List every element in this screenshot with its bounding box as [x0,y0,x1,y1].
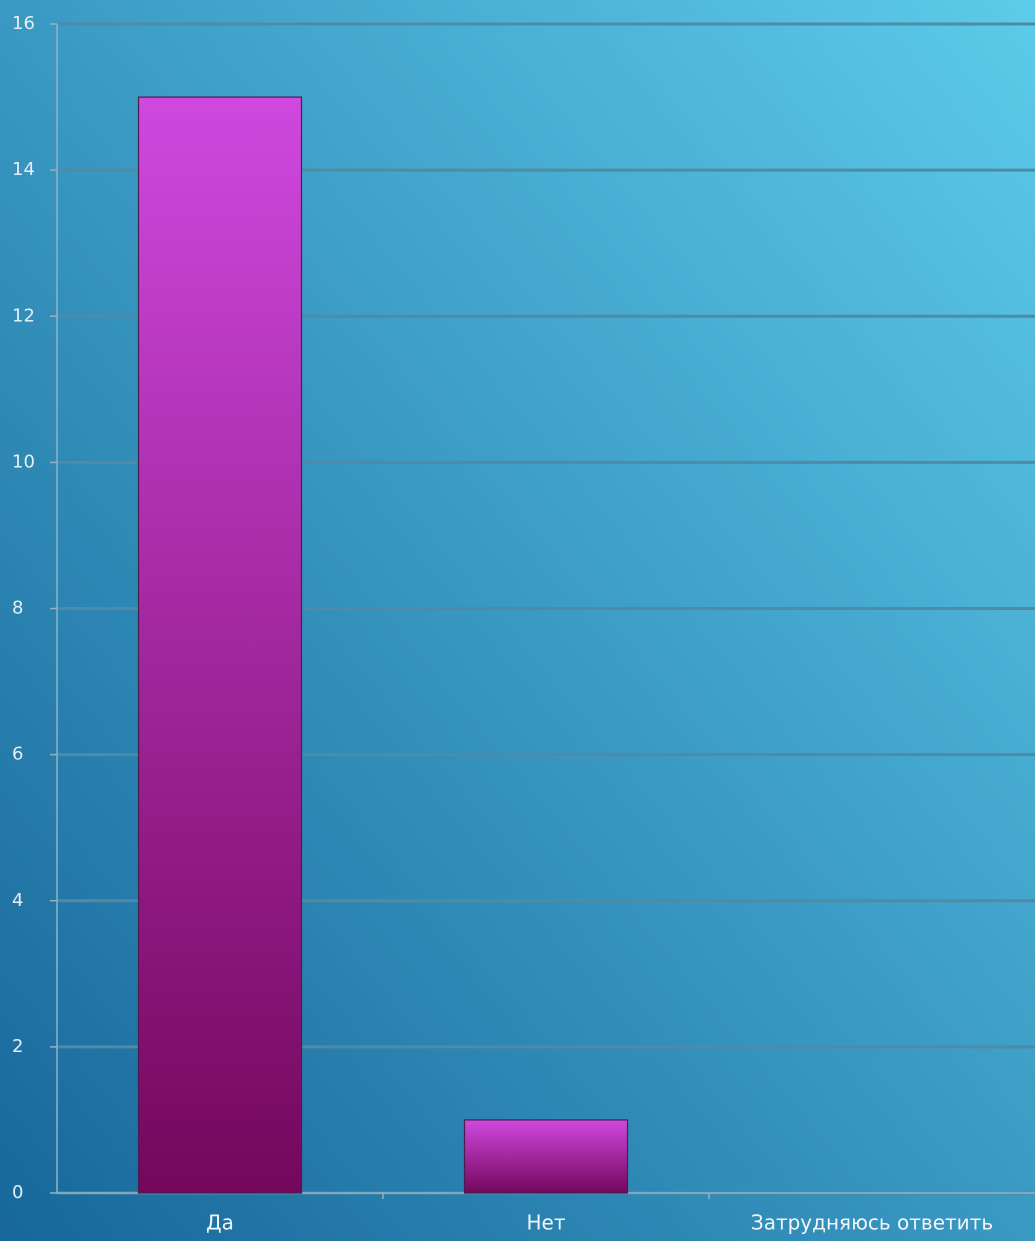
y-tick-label: 14 [12,159,35,180]
y-tick-label: 10 [12,451,35,472]
y-tick-label: 2 [12,1036,23,1057]
y-tick-label: 8 [12,598,23,619]
bar [463,1119,629,1194]
bar [137,96,303,1194]
y-tick-label: 0 [12,1182,23,1203]
x-tick-label: Нет [527,1211,566,1235]
y-tick-label: 16 [12,13,35,34]
y-tick-label: 6 [12,744,23,765]
x-tick-label: Затрудняюсь ответить [751,1211,993,1235]
y-tick-label: 4 [12,890,23,911]
y-tick-label: 12 [12,305,35,326]
x-tick-label: Да [206,1211,234,1235]
